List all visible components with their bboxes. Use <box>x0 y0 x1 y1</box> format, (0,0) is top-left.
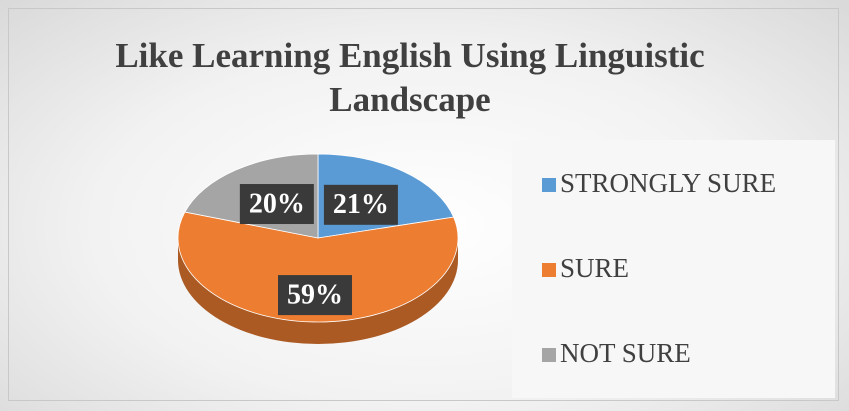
legend-box <box>512 140 835 398</box>
data-label: 59% <box>287 280 343 311</box>
legend-swatch <box>542 178 556 192</box>
chart-title: Like Learning English Using Linguistic L… <box>115 36 705 119</box>
data-label: 20% <box>249 188 305 219</box>
legend-label: SURE <box>560 253 629 283</box>
legend-swatch <box>542 348 556 362</box>
data-label-box <box>239 184 314 225</box>
data-label-box <box>323 184 398 225</box>
legend-label: STRONGLY SURE <box>560 168 776 198</box>
slice <box>177 211 459 323</box>
data-label-box <box>278 275 353 316</box>
legend-swatch <box>542 263 556 277</box>
legend-label: NOT SURE <box>560 338 691 368</box>
data-label: 21% <box>333 189 389 220</box>
chart-frame <box>8 8 839 401</box>
slice-side <box>178 238 458 344</box>
